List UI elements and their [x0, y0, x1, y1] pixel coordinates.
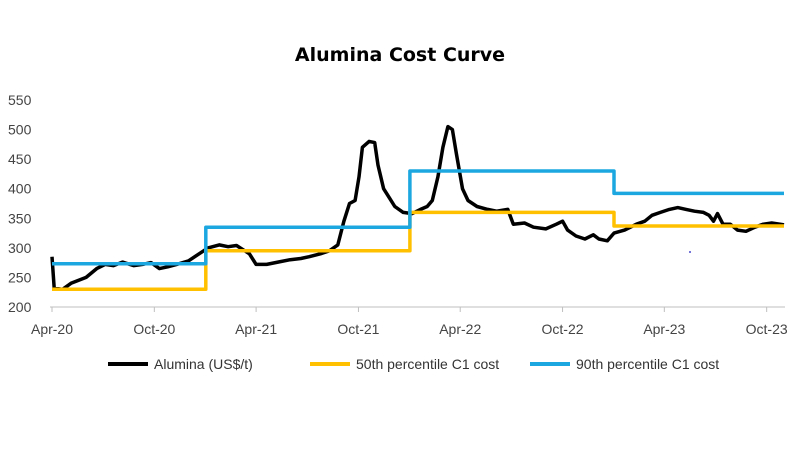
legend-label: Alumina (US$/t) [154, 356, 253, 372]
x-tick-label: Oct-21 [337, 321, 379, 337]
y-tick-label: 450 [8, 151, 32, 167]
y-tick-label: 550 [8, 92, 32, 108]
x-tick-label: Oct-23 [746, 321, 788, 337]
x-tick-label: Apr-21 [235, 321, 277, 337]
x-tick-label: Oct-22 [542, 321, 584, 337]
y-tick-label: 500 [8, 122, 32, 138]
x-tick-label: Apr-22 [439, 321, 481, 337]
y-axis-tick-labels: 550 500 450 400 350 300 250 200 [8, 92, 32, 315]
x-tick-label: Apr-20 [31, 321, 73, 337]
series-line-90th-percentile-c1-cost [52, 169, 784, 266]
y-tick-label: 200 [8, 299, 32, 315]
legend-label: 90th percentile C1 cost [576, 356, 719, 372]
y-tick-label: 350 [8, 210, 32, 226]
y-tick-label: 300 [8, 240, 32, 256]
legend-label: 50th percentile C1 cost [356, 356, 499, 372]
y-tick-label: 400 [8, 181, 32, 197]
series-line-50th-percentile-c1-cost [52, 210, 784, 292]
series-line-alumina-us-t [50, 124, 785, 292]
legend: Alumina (US$/t) 50th percentile C1 cost 90… [108, 356, 719, 372]
stray-point-marker [689, 251, 691, 253]
x-tick-label: Oct-20 [133, 321, 175, 337]
series-lines [50, 124, 785, 292]
x-axis-ticks: Apr-20 Oct-20 Apr-21 Oct-21 Apr-22 Oct-22 Apr-… [31, 307, 788, 337]
chart-title: Alumina Cost Curve [294, 44, 506, 66]
y-tick-label: 250 [8, 269, 32, 285]
x-tick-label: Apr-23 [643, 321, 685, 337]
